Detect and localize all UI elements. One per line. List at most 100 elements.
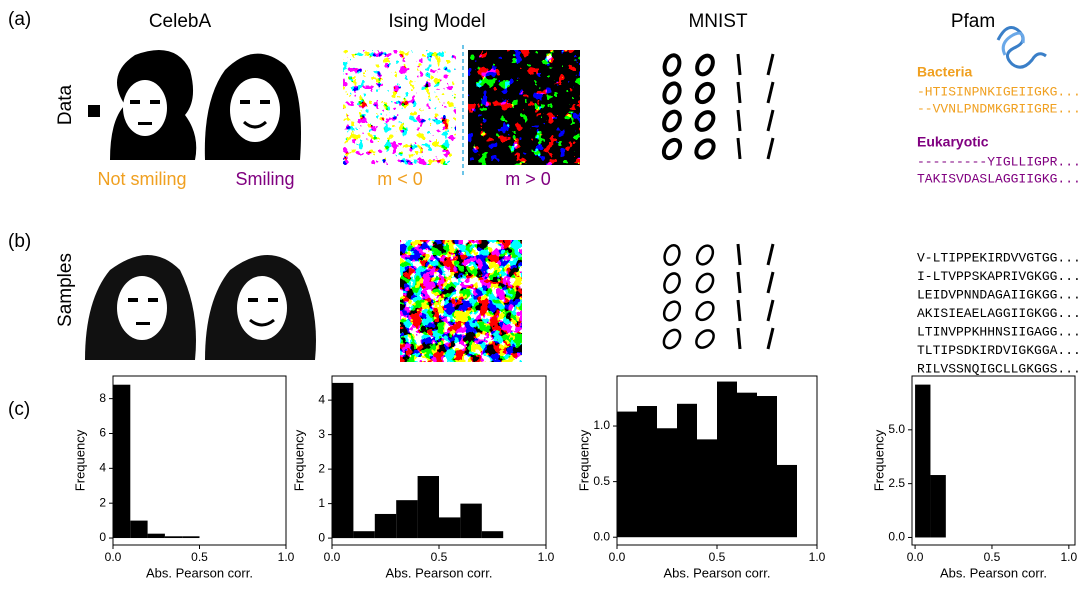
digit-zero <box>695 300 715 322</box>
celeba-images <box>85 50 316 360</box>
image-caption: m > 0 <box>505 169 551 189</box>
bar <box>182 536 200 539</box>
bar <box>930 475 946 538</box>
y-axis-label: Frequency <box>576 429 591 491</box>
digit-one <box>766 243 775 266</box>
sequence: -HTISINPNKIGEIIGKG... <box>917 84 1081 99</box>
digit-zero <box>694 110 716 132</box>
pfam-sequences: Bacteria -HTISINPNKIGEIIGKG... --VVNLPNDMK… <box>917 64 1081 377</box>
bar <box>374 513 397 539</box>
x-tick-label: 0.0 <box>105 550 122 564</box>
panel-label: (a) <box>8 9 31 30</box>
digit-zero <box>661 137 683 161</box>
digit-zero <box>663 272 681 294</box>
bar <box>113 384 131 539</box>
x-tick-label: 0.5 <box>709 550 726 564</box>
sequence: ---------YIGLLIGPR... <box>917 154 1081 169</box>
bar <box>717 381 737 538</box>
bar <box>677 403 697 538</box>
sample-sequence: TLTIPSDKIRDVIGKGGA... <box>917 343 1081 358</box>
digit-one <box>736 327 742 350</box>
y-tick-label: 4 <box>99 461 106 475</box>
bar <box>147 533 165 539</box>
bar <box>439 517 461 539</box>
sequence: TAKISVDASLAGGIIGKG... <box>917 171 1081 186</box>
bar <box>637 406 657 538</box>
column-title: CelebA <box>149 11 212 32</box>
sample-sequence: LTINVPPKHHNSIIGAGG... <box>917 324 1081 339</box>
y-tick-label: 1 <box>318 496 325 510</box>
digit-one <box>766 137 775 160</box>
ising-image <box>343 50 456 165</box>
bar <box>481 531 504 539</box>
image-caption: Smiling <box>235 169 294 189</box>
x-tick-label: 0.5 <box>431 550 448 564</box>
digit-one <box>736 81 742 104</box>
bar <box>617 411 637 538</box>
axes-frame <box>112 375 287 546</box>
sample-sequence: AKISIEAELAGGIIGKGG... <box>917 306 1081 321</box>
bar <box>332 382 354 539</box>
x-tick-label: 1.0 <box>538 550 555 564</box>
y-tick-label: 2.5 <box>888 476 905 490</box>
bar <box>164 536 183 539</box>
digit-zero <box>695 329 715 349</box>
sample-sequence: V-LTIPPEKIRDVVGTGG... <box>917 250 1081 265</box>
digit-zero <box>695 272 715 294</box>
bar <box>697 439 717 538</box>
digit-one <box>766 53 775 76</box>
y-axis-label: Frequency <box>291 429 306 491</box>
digit-zero <box>663 244 681 266</box>
x-tick-label: 0.5 <box>984 550 1001 564</box>
x-tick-label: 0.0 <box>324 550 341 564</box>
bar <box>417 476 439 539</box>
bar <box>915 384 931 538</box>
digit-one <box>736 271 742 294</box>
y-tick-label: 0 <box>318 530 325 544</box>
bar <box>353 531 375 539</box>
panel-label: (b) <box>8 231 31 252</box>
digit-one <box>736 137 742 160</box>
bar <box>777 464 797 538</box>
y-tick-label: 1.0 <box>593 418 610 432</box>
digit-one <box>766 81 775 104</box>
column-title: MNIST <box>688 11 748 32</box>
ising-image <box>468 50 580 165</box>
digit-one <box>736 243 742 266</box>
y-axis-label: Frequency <box>72 429 87 491</box>
y-tick-label: 6 <box>99 426 106 440</box>
y-tick-label: 0.0 <box>888 530 905 544</box>
row-label: Samples <box>55 253 76 327</box>
y-tick-label: 2 <box>99 495 106 509</box>
bar <box>737 392 757 538</box>
y-tick-label: 5.0 <box>888 422 905 436</box>
bar <box>130 520 148 539</box>
image-caption: m < 0 <box>377 169 423 189</box>
y-tick-label: 8 <box>99 391 106 405</box>
digit-zero <box>662 300 682 322</box>
x-axis-label: Abs. Pearson corr. <box>386 565 493 580</box>
digit-zero <box>662 81 682 105</box>
x-tick-label: 0.5 <box>191 550 208 564</box>
digit-one <box>766 109 775 132</box>
digit-zero <box>695 244 715 266</box>
y-tick-label: 0 <box>99 530 106 544</box>
digit-zero <box>662 109 682 133</box>
digit-zero <box>662 53 682 77</box>
digit-zero <box>695 53 715 77</box>
digit-zero <box>662 328 682 350</box>
sample-sequence: RILVSSNQIGCLLGKGGS... <box>917 361 1081 376</box>
x-tick-label: 0.0 <box>907 550 924 564</box>
digit-one <box>766 327 775 350</box>
panel-label: (c) <box>8 399 30 420</box>
protein-icon <box>996 26 1047 69</box>
sample-sequence: LEIDVPNNDAGAIIGKGG... <box>917 287 1081 302</box>
y-axis-label: Frequency <box>871 429 886 491</box>
sample-sequence: I-LTVPPSKAPRIVGKGG... <box>917 269 1081 284</box>
group-name: Eukaryotic <box>917 134 989 150</box>
digit-one <box>736 109 742 132</box>
x-tick-label: 1.0 <box>278 550 295 564</box>
sequence: --VVNLPNDMKGRIIGRE... <box>917 101 1081 116</box>
y-tick-label: 0.5 <box>593 474 610 488</box>
